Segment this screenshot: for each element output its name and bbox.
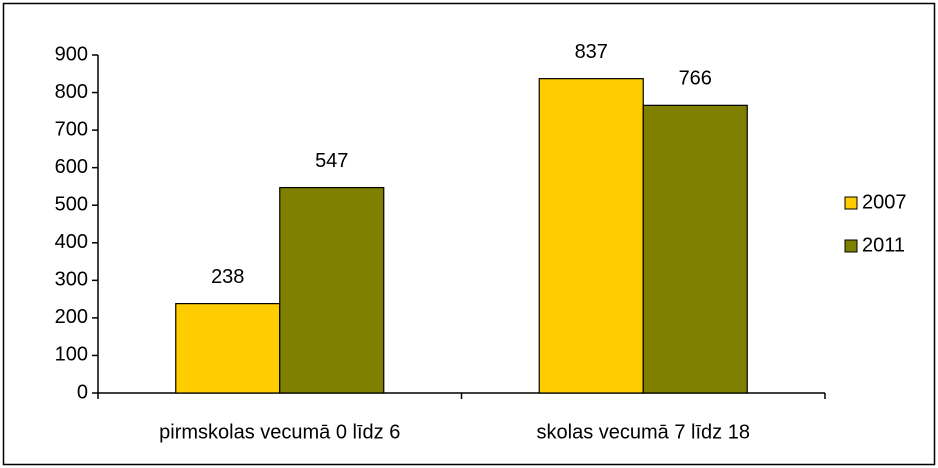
- legend-label: 2011: [862, 234, 905, 256]
- y-tick-label: 400: [55, 231, 88, 253]
- data-label: 837: [575, 41, 608, 63]
- x-tick-label: pirmskolas vecumā 0 līdz 6: [159, 421, 400, 443]
- legend-label: 2007: [862, 191, 907, 213]
- y-tick-label: 900: [55, 43, 88, 65]
- y-tick-label: 100: [55, 344, 88, 366]
- y-tick-label: 200: [55, 306, 88, 328]
- bar: [538, 78, 644, 394]
- y-tick-label: 800: [55, 81, 88, 103]
- legend-swatch: [844, 239, 858, 253]
- y-tick-label: 300: [55, 269, 88, 291]
- bar: [279, 186, 385, 394]
- y-tick-label: 700: [55, 118, 88, 140]
- data-label: 766: [679, 68, 712, 90]
- data-label: 547: [315, 150, 348, 172]
- y-tick-label: 600: [55, 156, 88, 178]
- y-tick-label: 500: [55, 194, 88, 216]
- legend-swatch: [844, 196, 858, 210]
- bar: [175, 303, 281, 394]
- data-label: 238: [211, 266, 244, 288]
- bar: [642, 104, 748, 394]
- x-tick-label: skolas vecumā 7 līdz 18: [537, 421, 750, 443]
- y-tick-label: 0: [77, 381, 88, 403]
